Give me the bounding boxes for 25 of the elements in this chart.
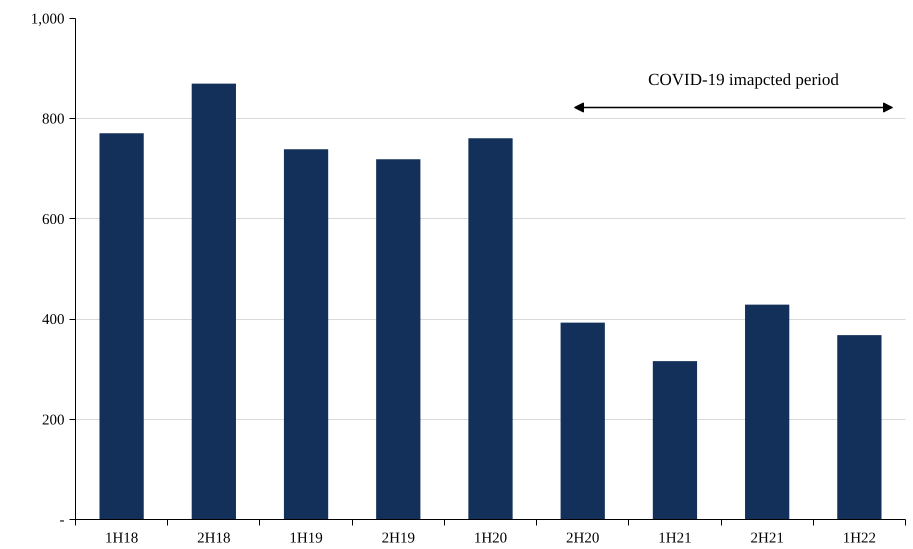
x-tick-label: 1H18 xyxy=(104,530,138,546)
x-tick-label: 1H19 xyxy=(289,530,323,546)
bar xyxy=(284,149,328,520)
y-tick-label: 600 xyxy=(42,212,64,228)
x-tick-label: 2H19 xyxy=(382,530,415,546)
x-tick-label: 2H20 xyxy=(566,530,600,546)
bar xyxy=(99,133,144,520)
bar xyxy=(837,335,882,520)
y-tick-label: 1,000 xyxy=(30,12,64,28)
y-tick-label: 200 xyxy=(42,412,64,428)
annotation: COVID-19 imapcted period xyxy=(648,70,840,89)
bar xyxy=(192,84,236,520)
bar xyxy=(468,138,513,520)
x-tick-label: 2H18 xyxy=(197,530,231,546)
bar xyxy=(745,304,790,520)
bar xyxy=(376,159,420,520)
bar xyxy=(560,322,605,520)
x-tick-label: 1H20 xyxy=(474,530,508,546)
y-tick-label: 800 xyxy=(42,112,64,128)
x-tick-label: 1H21 xyxy=(658,530,692,546)
x-tick-label: 2H21 xyxy=(750,530,784,546)
x-tick-label: 1H22 xyxy=(842,530,876,546)
bar xyxy=(652,361,698,520)
y-tick-label: 400 xyxy=(42,312,64,328)
y-tick-label: - xyxy=(60,512,65,528)
